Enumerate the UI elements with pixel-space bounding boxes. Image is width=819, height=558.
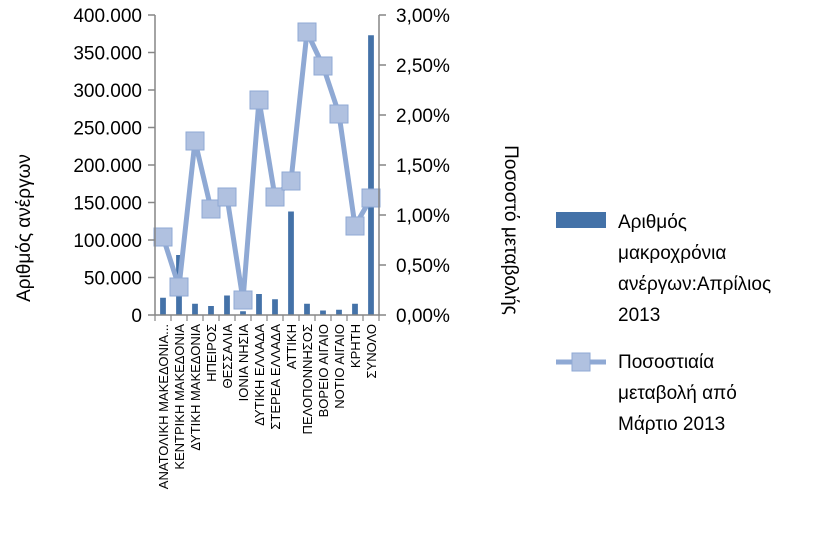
left-tick-label: 100.000 [73, 231, 142, 252]
legend-text-line: ανέργων:Απρίλιος [618, 274, 771, 295]
line-point [218, 188, 236, 206]
category-label: ΒΟΡΕΙΟ ΑΙΓΑΙΟ [316, 324, 331, 417]
line-point [266, 188, 284, 206]
bar [208, 306, 214, 315]
line-series [154, 23, 380, 309]
category-label: ΚΕΝΤΡΙΚΗ ΜΑΚΕΔΟΝΙΑ [172, 324, 187, 470]
line-point [234, 291, 252, 309]
right-axis-ticks: 0,00% 0,50% 1,00% 1,50% 2,00% 2,50% 3,00% [379, 6, 450, 327]
category-label: ΠΕΛΟΠΟΝΝΗΣΟΣ [300, 324, 315, 434]
bar [352, 304, 358, 315]
line-point [154, 228, 172, 246]
legend-text-line: μακροχρόνια [618, 243, 726, 264]
line-point [186, 132, 204, 150]
left-tick-label: 400.000 [73, 6, 142, 27]
bar [160, 298, 166, 315]
line-point [330, 105, 348, 123]
bar [224, 296, 230, 316]
category-label: ΣΤΕΡΕΑ ΕΛΛΑΔΑ [268, 324, 283, 430]
right-tick-label: 3,00% [396, 6, 450, 27]
legend-text-line: Μάρτιο 2013 [618, 414, 725, 435]
series-line [163, 32, 371, 300]
category-label: ΔΥΤΙΚΗ ΕΛΛΑΔΑ [252, 324, 267, 426]
left-tick-label: 150.000 [73, 194, 142, 215]
line-point [202, 200, 220, 218]
legend-bar-swatch [556, 212, 606, 228]
legend-text-line: Ποσοστιαία [618, 352, 714, 373]
bar [368, 35, 374, 315]
left-tick-label: 300.000 [73, 81, 142, 102]
line-point [346, 217, 364, 235]
legend-label-line-series: Ποσοστιαία μεταβολή από Μάρτιο 2013 [618, 352, 737, 435]
left-tick-label: 0 [131, 306, 142, 327]
category-label: ΘΕΣΣΑΛΙΑ [220, 324, 235, 389]
category-label: ΝΟΤΙΟ ΑΙΓΑΙΟ [332, 324, 347, 409]
line-point [298, 23, 316, 41]
category-label: ΑΤΤΙΚΗ [284, 324, 299, 369]
legend: Αριθμός μακροχρόνια ανέργων:Απρίλιος 2013 Π… [556, 212, 771, 435]
category-label: ΣΥΝΟΛΟ [364, 324, 379, 379]
category-label: ΑΝΑΤΟΛΙΚΗ ΜΑΚΕΔΟΝΙΑ... [156, 324, 171, 489]
left-tick-label: 200.000 [73, 156, 142, 177]
left-tick-label: 350.000 [73, 44, 142, 65]
line-point [250, 91, 268, 109]
right-tick-label: 0,00% [396, 306, 450, 327]
bar [272, 299, 278, 315]
line-point [282, 172, 300, 190]
legend-text-line: μεταβολή από [618, 383, 737, 404]
category-label: ΚΡΗΤΗ [348, 324, 363, 368]
bar [256, 294, 262, 315]
category-label: ΗΠΕΙΡΟΣ [204, 324, 219, 382]
legend-text-line: 2013 [618, 305, 660, 326]
left-tick-label: 250.000 [73, 119, 142, 140]
line-point [170, 278, 188, 296]
legend-marker-swatch [572, 353, 590, 371]
category-label: ΙΟΝΙΑ ΝΗΣΙΑ [236, 324, 251, 402]
bar [336, 310, 342, 315]
bar [304, 304, 310, 315]
right-axis-title: Ποσοστό μεταβολής [500, 145, 521, 315]
category-labels: ΑΝΑΤΟΛΙΚΗ ΜΑΚΕΔΟΝΙΑ... ΚΕΝΤΡΙΚΗ ΜΑΚΕΔΟΝΙΑ… [155, 315, 379, 489]
category-label: ΔΥΤΙΚΗ ΜΑΚΕΔΟΝΙΑ [188, 324, 203, 451]
right-tick-label: 1,00% [396, 206, 450, 227]
left-axis-title: Αριθμός ανέργων [14, 154, 35, 302]
right-tick-label: 2,50% [396, 56, 450, 77]
bar [192, 304, 198, 315]
right-tick-label: 0,50% [396, 256, 450, 277]
bar [288, 212, 294, 316]
legend-text-line: Αριθμός [618, 212, 687, 233]
legend-label-bar-series: Αριθμός μακροχρόνια ανέργων:Απρίλιος 2013 [618, 212, 771, 326]
right-tick-label: 2,00% [396, 106, 450, 127]
left-axis-ticks: 0 50.000 100.000 150.000 200.000 250.000 300.0… [73, 6, 155, 327]
line-point [314, 57, 332, 75]
line-point [362, 189, 380, 207]
left-tick-label: 50.000 [84, 269, 142, 290]
right-tick-label: 1,50% [396, 156, 450, 177]
